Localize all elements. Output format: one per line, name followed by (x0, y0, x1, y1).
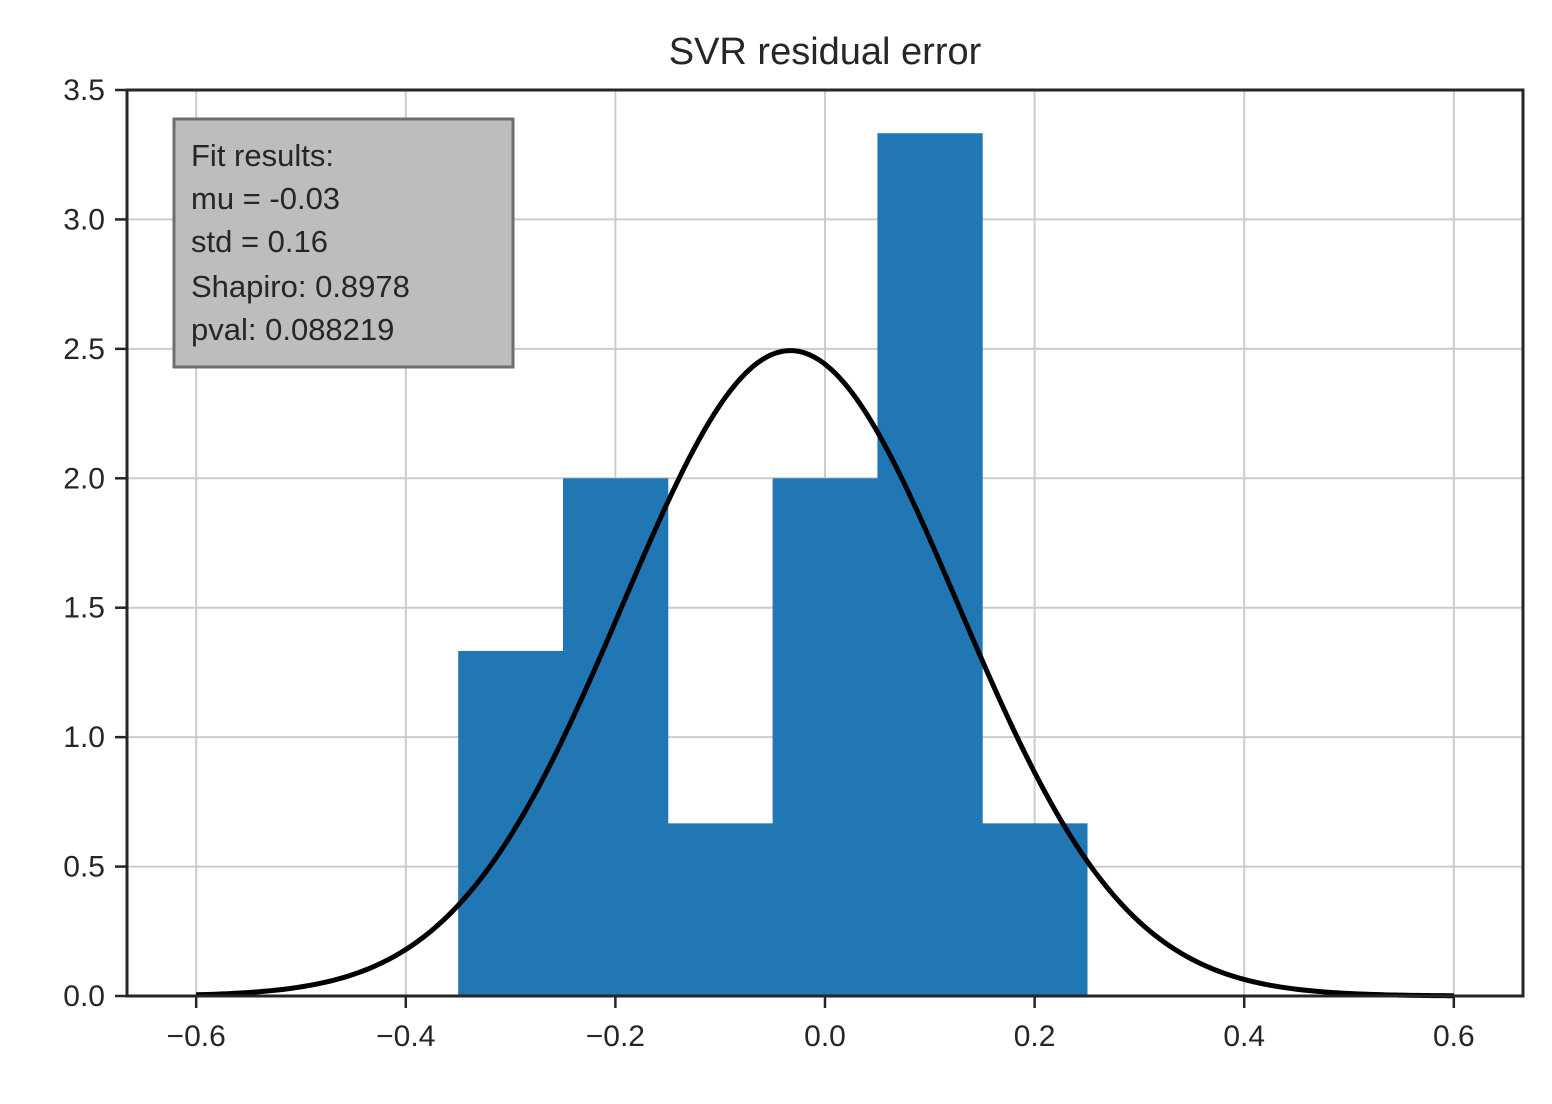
histogram-bar (458, 650, 564, 996)
fit-curve-layer (196, 348, 1454, 999)
y-tick-label: 3.5 (63, 74, 105, 107)
fit-results-line: std = 0.16 (191, 224, 328, 259)
histogram-bar (772, 478, 878, 996)
y-tick-label: 1.0 (63, 721, 105, 754)
x-tick-label: −0.4 (376, 1020, 435, 1053)
y-tick-label: 0.5 (63, 851, 105, 884)
histogram-bar (667, 823, 774, 996)
fit-results-box: Fit results: mu = -0.03 std = 0.16 Shapi… (172, 117, 515, 369)
fit-results-line: Fit results: (191, 138, 334, 173)
fit-results-background (172, 117, 515, 369)
x-tick-label: 0.4 (1223, 1020, 1265, 1053)
histogram-bar (562, 478, 669, 996)
fit-results-line: pval: 0.088219 (191, 312, 394, 347)
y-axis: 0.0 0.5 1.0 1.5 2.0 2.5 3.0 3.5 (63, 74, 127, 1013)
histogram-bar (982, 823, 1088, 996)
y-tick-label: 0.0 (63, 980, 105, 1013)
y-tick-label: 1.5 (63, 592, 105, 625)
y-tick-label: 3.0 (63, 203, 105, 236)
histogram-bars (458, 133, 1088, 997)
x-tick-label: 0.0 (804, 1020, 846, 1053)
x-tick-label: −0.2 (586, 1020, 645, 1053)
x-tick-label: 0.6 (1433, 1020, 1475, 1053)
y-tick-label: 2.5 (63, 333, 105, 366)
chart-title: SVR residual error (669, 31, 982, 73)
x-tick-label: 0.2 (1014, 1020, 1056, 1053)
y-tick-label: 2.0 (63, 462, 105, 495)
fit-results-line: Shapiro: 0.8978 (191, 269, 410, 304)
histogram-bar (877, 133, 983, 997)
x-tick-label: −0.6 (167, 1020, 226, 1053)
x-axis: −0.6 −0.4 −0.2 0.0 0.2 0.4 0.6 (167, 996, 1475, 1053)
fit-results-line: mu = -0.03 (191, 181, 340, 216)
normal-fit-curve (196, 348, 1454, 999)
